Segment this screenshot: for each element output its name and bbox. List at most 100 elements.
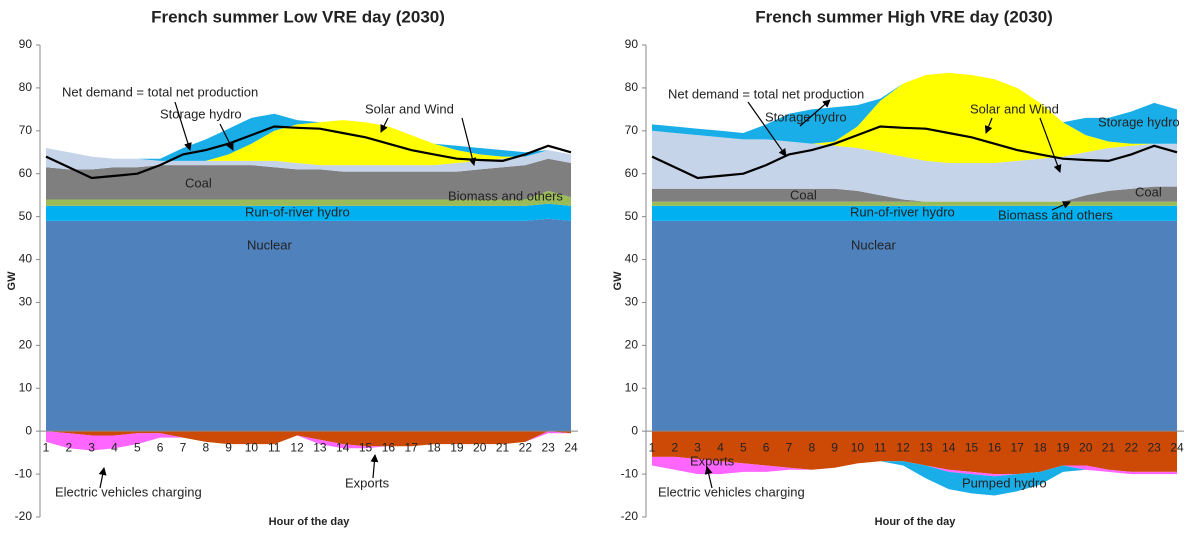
x-tick-label: 23	[1147, 440, 1161, 454]
net-demand-line	[651, 125, 1178, 180]
panel: French summer Low VRE day (2030)-20-1001…	[6, 7, 578, 528]
x-tick-label: 11	[268, 440, 281, 454]
x-tick-label: 23	[541, 440, 555, 454]
x-tick-label: 15	[359, 440, 373, 454]
x-tick-label: 6	[763, 440, 770, 454]
annotation: Electric vehicles charging	[658, 484, 805, 499]
y-axis-label: GW	[6, 271, 18, 291]
x-tick-label: 12	[896, 440, 910, 454]
x-tick-label: 11	[874, 440, 887, 454]
x-tick-label: 1	[43, 440, 50, 454]
y-tick-label: 50	[625, 209, 639, 223]
y-tick-label: 10	[19, 380, 33, 394]
area	[652, 72, 1177, 144]
y-tick-label: -10	[15, 466, 33, 480]
x-tick-label: 9	[225, 440, 232, 454]
y-tick-label: 30	[19, 295, 33, 309]
x-tick-label: 14	[942, 440, 956, 454]
x-tick-label: 24	[564, 440, 578, 454]
y-tick-label: 40	[625, 252, 639, 266]
annotation: Storage hydro	[1098, 114, 1180, 129]
area	[46, 148, 571, 172]
net-demand-line	[45, 125, 572, 180]
area	[652, 205, 1177, 221]
annotation: Net demand = total net production	[668, 86, 864, 101]
y-tick-label: 60	[19, 166, 33, 180]
arrow	[1039, 117, 1062, 173]
arrow	[1051, 201, 1071, 211]
chart-title: French summer High VRE day (2030)	[755, 7, 1053, 26]
annotation: Run-of-river hydro	[245, 204, 350, 219]
x-tick-label: 5	[134, 440, 141, 454]
x-tick-label: 3	[694, 440, 701, 454]
x-tick-label: 2	[65, 440, 72, 454]
y-tick-label: 70	[625, 123, 639, 137]
panel: French summer High VRE day (2030) -20 -10 0…	[612, 7, 1184, 528]
x-tick-label: 21	[1102, 440, 1116, 454]
x-tick-label: 12	[290, 440, 304, 454]
x-tick-label: 7	[180, 440, 187, 454]
area	[46, 203, 571, 221]
annotation: Run-of-river hydro	[850, 204, 955, 219]
annotation: Solar and Wind	[365, 101, 454, 116]
x-tick-label: 5	[740, 440, 747, 454]
annotation: Nuclear	[247, 237, 292, 252]
x-tick-label: 8	[202, 440, 209, 454]
y-tick-label: 20	[19, 338, 33, 352]
x-tick-label: 9	[831, 440, 838, 454]
arrow	[704, 466, 713, 489]
x-tick-label: 16	[988, 440, 1002, 454]
y-tick-label: -20	[621, 509, 639, 523]
x-tick-label: 13	[919, 440, 933, 454]
x-tick-label: 3	[88, 440, 95, 454]
arrow	[219, 123, 234, 151]
area	[652, 461, 1177, 496]
annotation: Nuclear	[851, 237, 896, 252]
x-tick-label: 20	[473, 440, 487, 454]
x-tick-label: 20	[1079, 440, 1093, 454]
y-tick-label: 60	[625, 166, 639, 180]
arrow	[747, 101, 787, 157]
arrow	[174, 101, 192, 151]
x-tick-label: 16	[382, 440, 396, 454]
annotation: Exports	[345, 475, 390, 490]
y-tick-label: 0	[631, 423, 638, 437]
annotation: Storage hydro	[765, 109, 847, 124]
annotation: Biomass and others	[998, 207, 1113, 222]
arrow	[461, 117, 477, 166]
annotation: Coal	[1135, 184, 1162, 199]
annotation: Coal	[790, 187, 817, 202]
x-tick-label: 14	[336, 440, 350, 454]
y-axis-label: GW	[612, 271, 624, 291]
y-tick-label: 80	[625, 80, 639, 94]
annotation: Solar and Wind	[970, 101, 1059, 116]
x-tick-label: 22	[519, 440, 533, 454]
y-tick-label: 70	[19, 123, 33, 137]
x-tick-label: 1	[649, 440, 656, 454]
x-tick-label: 2	[671, 440, 678, 454]
x-axis-label: Hour of the day	[269, 516, 351, 528]
y-tick-label: -10	[621, 466, 639, 480]
area	[46, 158, 571, 200]
area	[652, 201, 1177, 206]
y-tick-label: 0	[25, 423, 32, 437]
area	[652, 72, 1177, 163]
area	[652, 456, 1177, 477]
area	[46, 190, 571, 206]
y-tick-label: 30	[625, 295, 639, 309]
area	[46, 431, 571, 451]
area	[652, 220, 1177, 432]
annotation: Storage hydro	[160, 106, 242, 121]
y-tick-label: -20	[15, 509, 33, 523]
x-tick-label: 7	[786, 440, 793, 454]
x-tick-label: 17	[1011, 440, 1025, 454]
y-tick-label: 50	[19, 209, 33, 223]
annotation: Exports	[690, 453, 735, 468]
x-tick-label: 4	[111, 440, 118, 454]
x-tick-label: 21	[496, 440, 510, 454]
arrow	[370, 454, 379, 479]
annotation: Electric vehicles charging	[55, 484, 202, 499]
area	[46, 218, 571, 432]
x-tick-label: 18	[1033, 440, 1047, 454]
